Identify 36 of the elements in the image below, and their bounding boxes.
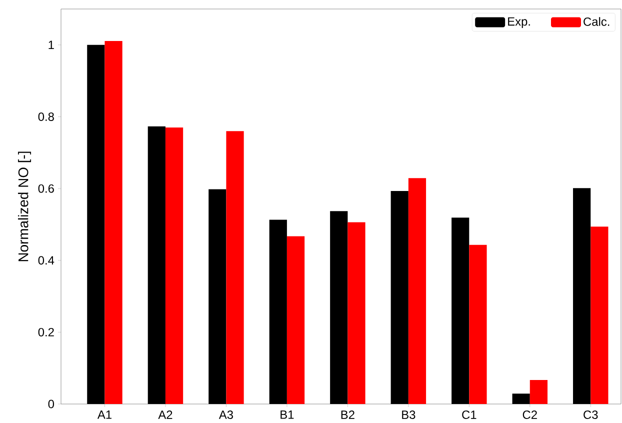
bar — [208, 189, 226, 404]
x-tick-label: C3 — [584, 410, 598, 419]
y-tick-label: 1 — [48, 40, 54, 50]
legend-label: Calc. — [584, 17, 610, 26]
bar — [573, 188, 591, 404]
y-tick-label: 0.2 — [38, 328, 54, 336]
y-tick-label: 0.4 — [38, 256, 54, 265]
bar — [148, 126, 166, 404]
bar — [330, 211, 348, 404]
x-tick-label: C1 — [462, 410, 476, 419]
y-tick-label: 0.8 — [38, 112, 54, 121]
bar — [269, 220, 287, 404]
bar — [390, 191, 408, 404]
y-axis-title: Normalized NO [-] — [18, 152, 32, 262]
bar — [590, 226, 608, 404]
x-tick-label: A1 — [97, 410, 112, 419]
x-tick-label: C2 — [522, 410, 537, 419]
bar — [408, 178, 426, 404]
bar — [104, 40, 122, 404]
x-tick-label: B3 — [402, 410, 416, 419]
x-tick-label: B2 — [341, 410, 354, 419]
bar — [87, 44, 105, 404]
bar — [469, 244, 487, 404]
bar — [452, 218, 470, 404]
bar — [348, 222, 366, 404]
bar — [286, 236, 305, 404]
x-tick-label: A2 — [158, 410, 172, 419]
x-tick-label: A3 — [218, 410, 233, 419]
x-tick-label: B1 — [280, 410, 294, 419]
y-tick-label: 0 — [48, 400, 54, 408]
bar — [226, 131, 244, 404]
y-tick-label: 0.6 — [38, 184, 54, 193]
bar — [165, 127, 184, 404]
bar — [530, 380, 548, 404]
bar — [512, 394, 530, 404]
legend-label: Exp. — [508, 17, 530, 28]
